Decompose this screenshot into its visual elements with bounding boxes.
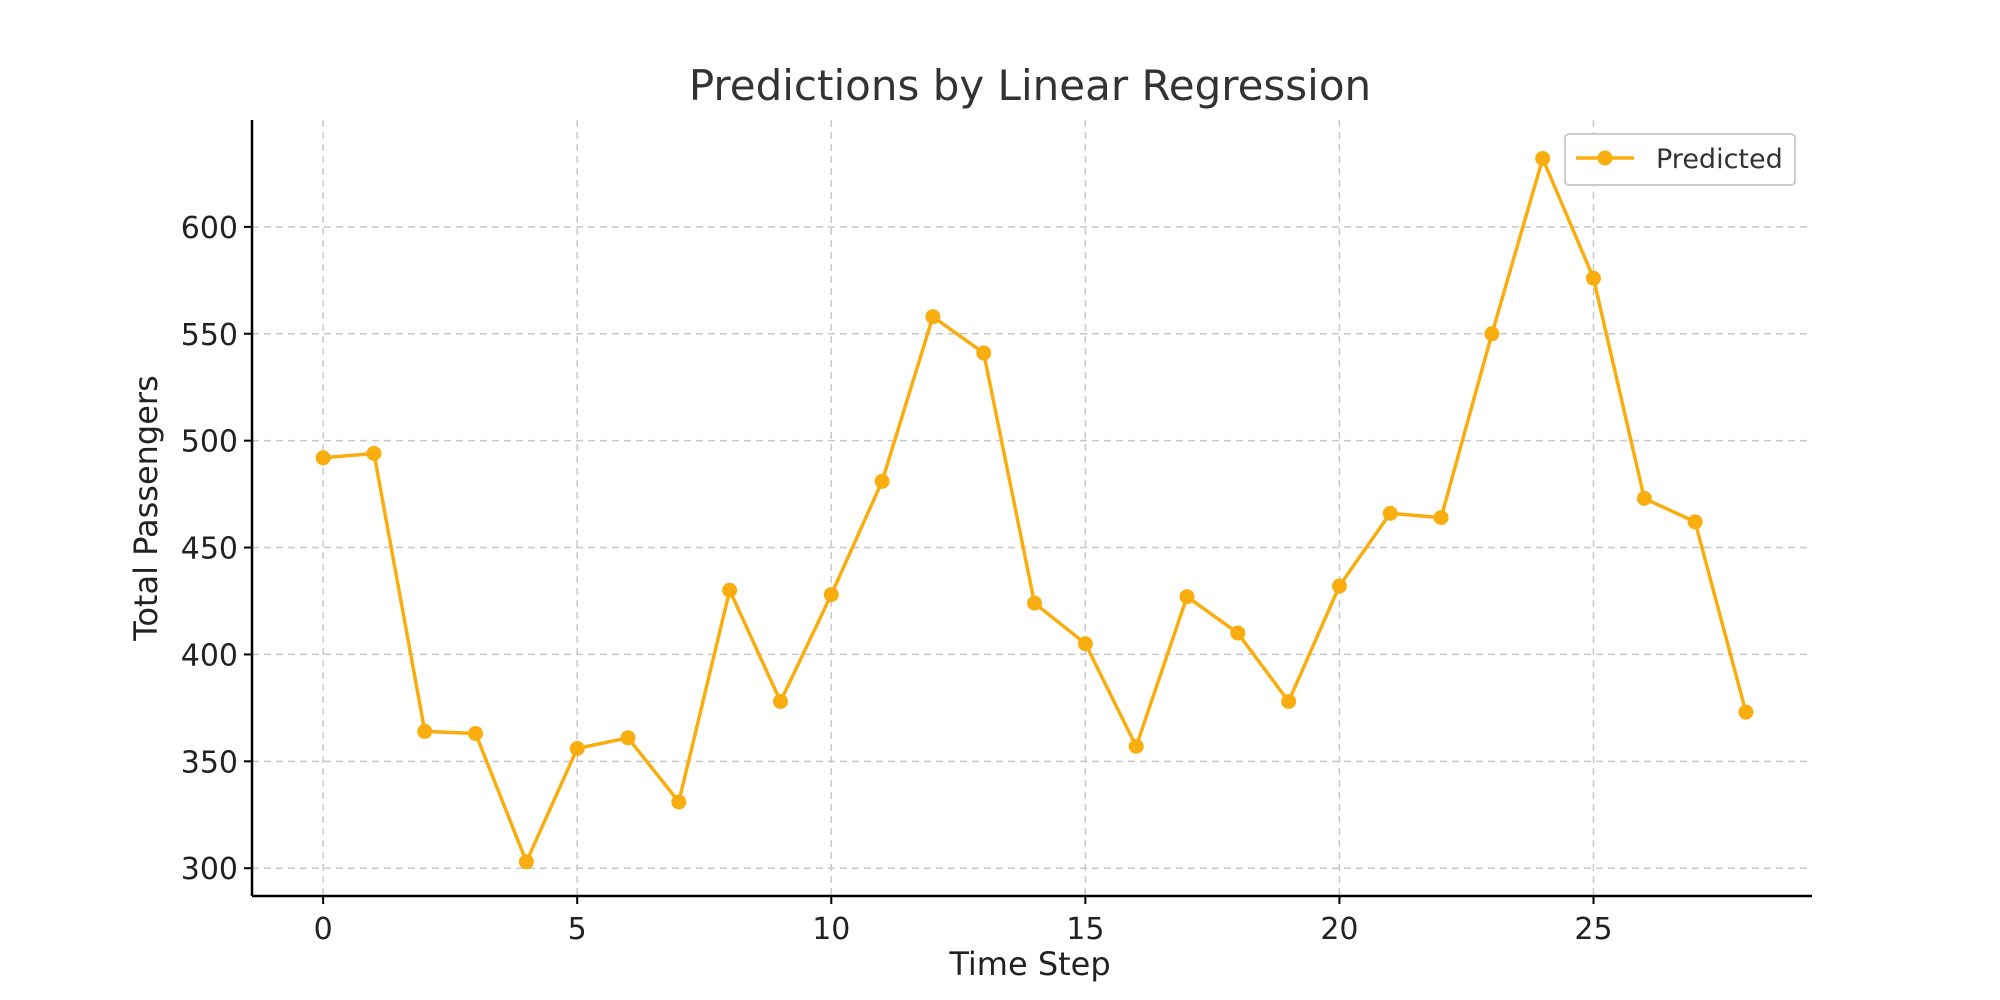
data-point (1738, 704, 1754, 720)
data-point (1687, 514, 1703, 530)
data-point (823, 587, 839, 603)
data-point (976, 345, 992, 361)
grid-layer (252, 120, 1812, 896)
data-point (1230, 625, 1246, 641)
data-point (468, 726, 484, 742)
data-point (1382, 505, 1398, 521)
y-tick-label: 400 (181, 638, 238, 673)
y-axis-label: Total Passengers (127, 375, 165, 642)
data-point (1535, 150, 1551, 166)
data-point (1128, 738, 1144, 754)
x-tick-label: 20 (1320, 912, 1358, 947)
data-point (315, 450, 331, 466)
x-tick-label: 10 (812, 912, 850, 947)
data-point (1077, 636, 1093, 652)
x-tick-label: 5 (568, 912, 587, 947)
series-layer (315, 150, 1754, 870)
data-point (366, 445, 382, 461)
x-tick-label: 25 (1574, 912, 1612, 947)
data-point (874, 473, 890, 489)
data-point (1484, 326, 1500, 342)
data-point (1636, 490, 1652, 506)
data-point (417, 723, 433, 739)
legend: Predicted (1564, 133, 1796, 186)
legend-dot-marker (1597, 150, 1613, 166)
legend-box (1564, 133, 1796, 186)
y-tick-label: 500 (181, 425, 238, 460)
data-point (1585, 270, 1601, 286)
data-point (1179, 589, 1195, 605)
y-tick-label: 600 (181, 211, 238, 246)
series-line-predicted (322, 156, 1748, 864)
y-tick-label: 550 (181, 318, 238, 353)
data-point (569, 740, 585, 756)
data-point (620, 730, 636, 746)
axes-layer: 0 5 10 15 20 25 300 350 400 450 500 550 600 (181, 120, 1812, 947)
data-point (1281, 693, 1297, 709)
legend-entry-predicted: Predicted (1656, 144, 1783, 175)
y-tick-label: 450 (181, 532, 238, 567)
y-tick-label: 350 (181, 745, 238, 780)
data-point (1027, 595, 1043, 611)
data-point (1331, 578, 1347, 594)
data-point (518, 854, 534, 870)
chart-title: Predictions by Linear Regression (689, 61, 1371, 110)
x-axis-label: Time Step (948, 945, 1110, 983)
data-point (925, 309, 941, 325)
data-point (772, 693, 788, 709)
x-tick-label: 15 (1066, 912, 1104, 947)
data-point (1433, 510, 1449, 526)
y-tick-label: 300 (181, 852, 238, 887)
data-point (722, 582, 738, 598)
data-point (671, 794, 687, 810)
x-tick-label: 0 (314, 912, 333, 947)
